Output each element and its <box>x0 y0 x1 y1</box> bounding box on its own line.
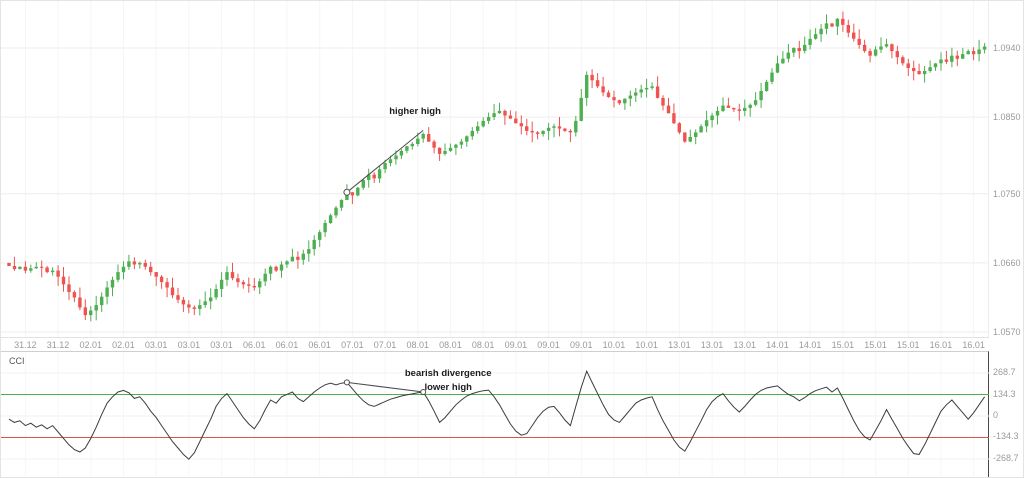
indicator-label: CCI <box>9 356 25 366</box>
time-axis[interactable]: 31.12 31.12 02.01 02.01 03.01 03.01 03.01 06.01… <box>1 337 989 351</box>
cci-axis-label: -134.3 <box>993 431 1019 442</box>
price-axis[interactable]: 1.0940 1.0850 1.0750 1.0660 1.0570 <box>991 1 1023 337</box>
time-axis-label: 07.01 <box>373 340 397 350</box>
time-axis-label: 09.01 <box>504 340 528 350</box>
cci-axis-label: 134.3 <box>993 388 1016 399</box>
divergence-trendline[interactable] <box>343 379 427 395</box>
time-axis-label: 13.01 <box>668 340 691 350</box>
price-panel[interactable]: higher high <box>1 1 989 337</box>
time-axis-label: 13.01 <box>733 340 757 350</box>
time-axis-label: 03.01 <box>210 340 233 350</box>
time-axis-label: 09.01 <box>537 340 560 350</box>
cci-axis[interactable]: 268.7 134.3 0 -134.3 -268.7 <box>991 351 1023 477</box>
cci-axis-label: -268.7 <box>993 452 1019 463</box>
time-axis-label: 06.01 <box>308 340 331 350</box>
time-axis-label: 31.12 <box>14 340 37 350</box>
time-axis-label: 02.01 <box>79 340 103 350</box>
price-axis-label: 1.0570 <box>993 327 1021 337</box>
price-axis-label: 1.0660 <box>993 257 1021 268</box>
lower-high-label[interactable]: lower high <box>424 382 472 393</box>
cci-panel[interactable]: CCI bearish divergence lower high <box>1 351 989 478</box>
price-axis-label: 1.0940 <box>993 43 1021 53</box>
time-axis-label: 06.01 <box>242 340 266 350</box>
time-axis-label: 06.01 <box>275 340 299 350</box>
time-axis-label: 31.12 <box>46 340 70 350</box>
time-axis-label: 10.01 <box>602 340 626 350</box>
time-axis-label: 02.01 <box>112 340 135 350</box>
price-axis-label: 1.0850 <box>993 112 1021 123</box>
time-axis-label: 14.01 <box>798 340 822 350</box>
cci-axis-label: 268.7 <box>993 367 1016 377</box>
price-axis-label: 1.0750 <box>993 188 1021 199</box>
time-axis-label: 08.01 <box>439 340 462 350</box>
bearish-divergence-label[interactable]: bearish divergence <box>404 368 492 379</box>
time-axis-label: 16.01 <box>929 340 953 350</box>
time-axis-label: 08.01 <box>406 340 430 350</box>
cci-line-chart[interactable] <box>1 352 989 478</box>
higher-high-label[interactable]: higher high <box>389 106 441 118</box>
time-axis-label: 15.01 <box>896 340 920 350</box>
higher-high-trendline[interactable] <box>343 130 424 196</box>
time-axis-label: 14.01 <box>766 340 789 350</box>
time-axis-label: 03.01 <box>144 340 168 350</box>
time-axis-label: 08.01 <box>471 340 495 350</box>
time-axis-label: 15.01 <box>864 340 887 350</box>
time-axis-label: 07.01 <box>341 340 364 350</box>
time-axis-label: 09.01 <box>569 340 593 350</box>
candlestick-chart[interactable] <box>1 1 989 337</box>
time-axis-label: 10.01 <box>635 340 658 350</box>
time-axis-label: 15.01 <box>831 340 855 350</box>
time-axis-label: 13.01 <box>700 340 724 350</box>
time-axis-label: 16.01 <box>962 340 985 350</box>
cci-axis-label: 0 <box>993 410 999 420</box>
time-axis-label: 03.01 <box>177 340 201 350</box>
